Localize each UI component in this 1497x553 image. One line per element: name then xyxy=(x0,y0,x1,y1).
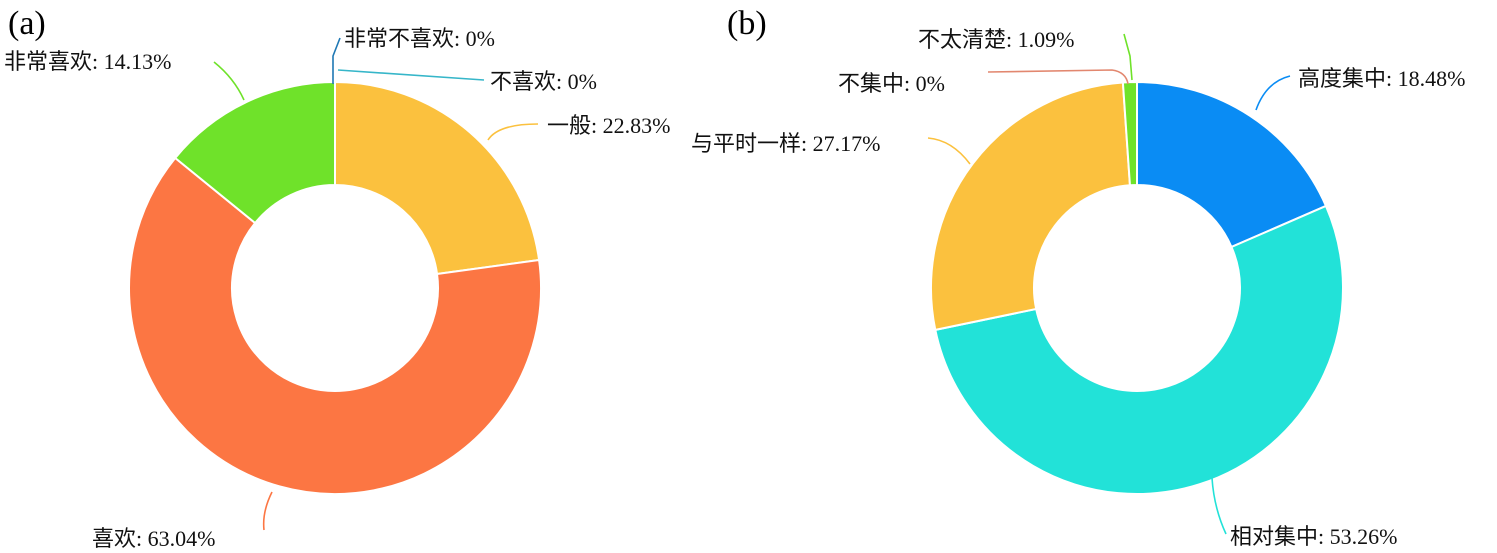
leader-lines-b xyxy=(927,33,1291,535)
slice-labels-a: 一般: 22.83% 喜欢: 63.04% 非常喜欢: 14.13% 非常不喜欢… xyxy=(4,26,670,551)
donut-slice-a-1 xyxy=(128,156,542,495)
leader-line-xihuan xyxy=(262,491,273,531)
slice-labels-b: 高度集中: 18.48% 相对集中: 53.26% 与平时一样: 27.17% … xyxy=(691,27,1465,549)
slices-a xyxy=(128,80,542,495)
slice-label-xiangdui-jizhong: 相对集中: 53.26% xyxy=(1230,524,1397,549)
leader-line-bu-jizhong xyxy=(987,69,1129,85)
slice-label-yiban: 一般: 22.83% xyxy=(547,113,670,138)
donut-slice-a-0 xyxy=(334,80,541,276)
slice-label-feichang-xihuan: 非常喜欢: 14.13% xyxy=(4,49,171,74)
slice-label-feichang-buxihuan: 非常不喜欢: 0% xyxy=(344,26,495,51)
slice-label-butai-qingchu: 不太清楚: 1.09% xyxy=(918,27,1074,52)
slice-label-bu-jizhong: 不集中: 0% xyxy=(838,71,945,96)
slice-label-yu-pingshi-yiyang: 与平时一样: 27.17% xyxy=(691,131,880,156)
leader-line-yu-pingshi-yiyang xyxy=(927,137,971,165)
leader-line-buxihuan xyxy=(337,69,485,81)
donut-slice-b-1 xyxy=(934,204,1344,495)
panel-label-b: (b) xyxy=(727,5,767,42)
donut-slice-b-2 xyxy=(930,81,1132,332)
donut-slice-a-2 xyxy=(173,80,336,225)
slice-label-buxihuan: 不喜欢: 0% xyxy=(490,69,597,94)
panel-label-a: (a) xyxy=(8,5,46,42)
donut-chart-a: (a) 一般: 22.83% 喜欢: 63.04% 非常喜欢: 14.13% 非… xyxy=(4,5,670,551)
leader-line-xiangdui-jizhong xyxy=(1211,477,1227,535)
donut-slice-b-0 xyxy=(1136,80,1328,249)
slices-b xyxy=(930,80,1344,495)
leader-line-gaodu-jizhong xyxy=(1255,75,1291,111)
leader-lines-a xyxy=(213,37,539,531)
leader-line-butai-qingchu xyxy=(1123,33,1133,81)
donut-chart-b: (b) 高度集中: 18.48% 相对集中: 53.26% 与平时一样: 27.… xyxy=(691,5,1465,549)
leader-line-feichang-xihuan xyxy=(213,61,245,101)
slice-label-gaodu-jizhong: 高度集中: 18.48% xyxy=(1298,66,1465,91)
slice-label-xihuan: 喜欢: 63.04% xyxy=(92,526,215,551)
leader-line-yiban xyxy=(487,123,539,141)
leader-line-feichang-buxihuan xyxy=(332,37,341,84)
